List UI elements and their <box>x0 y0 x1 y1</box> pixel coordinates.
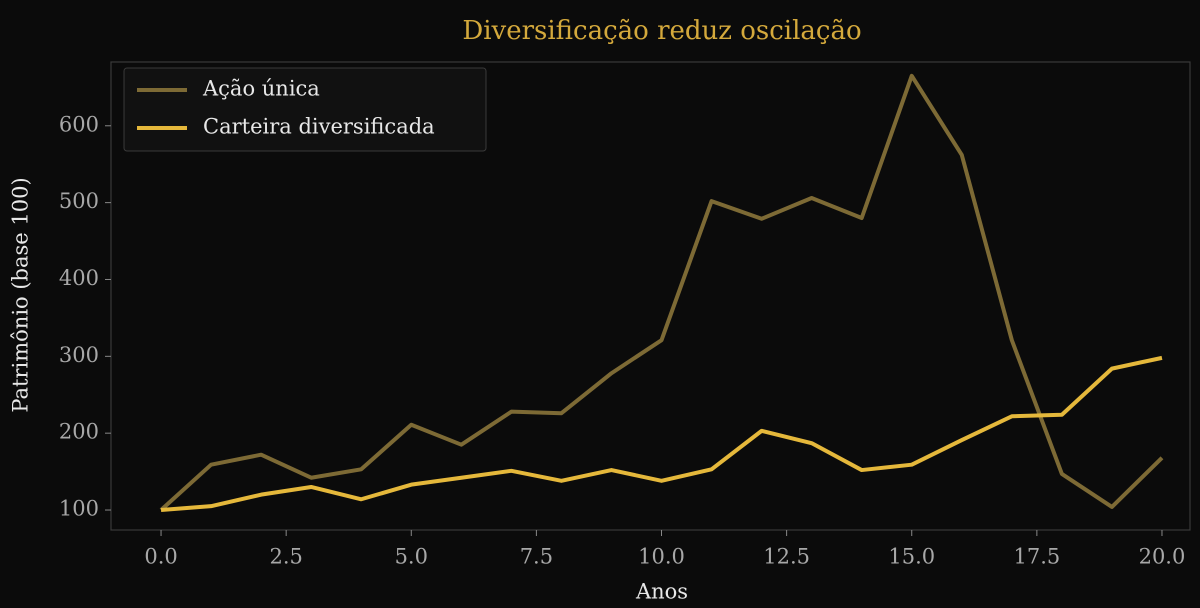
y-axis-label: Patrimônio (base 100) <box>9 177 33 412</box>
x-tick-label: 0.0 <box>144 545 177 569</box>
legend-box <box>123 67 487 152</box>
x-tick-label: 15.0 <box>888 545 935 569</box>
x-tick-label: 7.5 <box>520 545 553 569</box>
legend-label: Ação única <box>202 77 320 101</box>
line-series <box>160 355 1163 513</box>
x-tick-label: 17.5 <box>1013 545 1060 569</box>
y-tick-label: 400 <box>59 266 99 290</box>
x-axis-label: Anos <box>635 580 688 604</box>
x-tick-label: 10.0 <box>638 545 685 569</box>
x-tick-label: 5.0 <box>395 545 428 569</box>
x-tick-label: 12.5 <box>763 545 810 569</box>
y-tick-label: 600 <box>59 112 99 136</box>
y-tick-label: 100 <box>59 497 99 521</box>
legend-label: Carteira diversificada <box>203 115 435 139</box>
x-tick-label: 2.5 <box>269 545 302 569</box>
plot-frame <box>110 61 1191 531</box>
y-tick-label: 300 <box>59 343 99 367</box>
chart-title: Diversificação reduz oscilação <box>462 16 861 46</box>
y-tick-label: 500 <box>59 189 99 213</box>
line-series <box>159 73 1164 512</box>
x-tick-label: 20.0 <box>1139 545 1186 569</box>
y-tick-label: 200 <box>59 420 99 444</box>
